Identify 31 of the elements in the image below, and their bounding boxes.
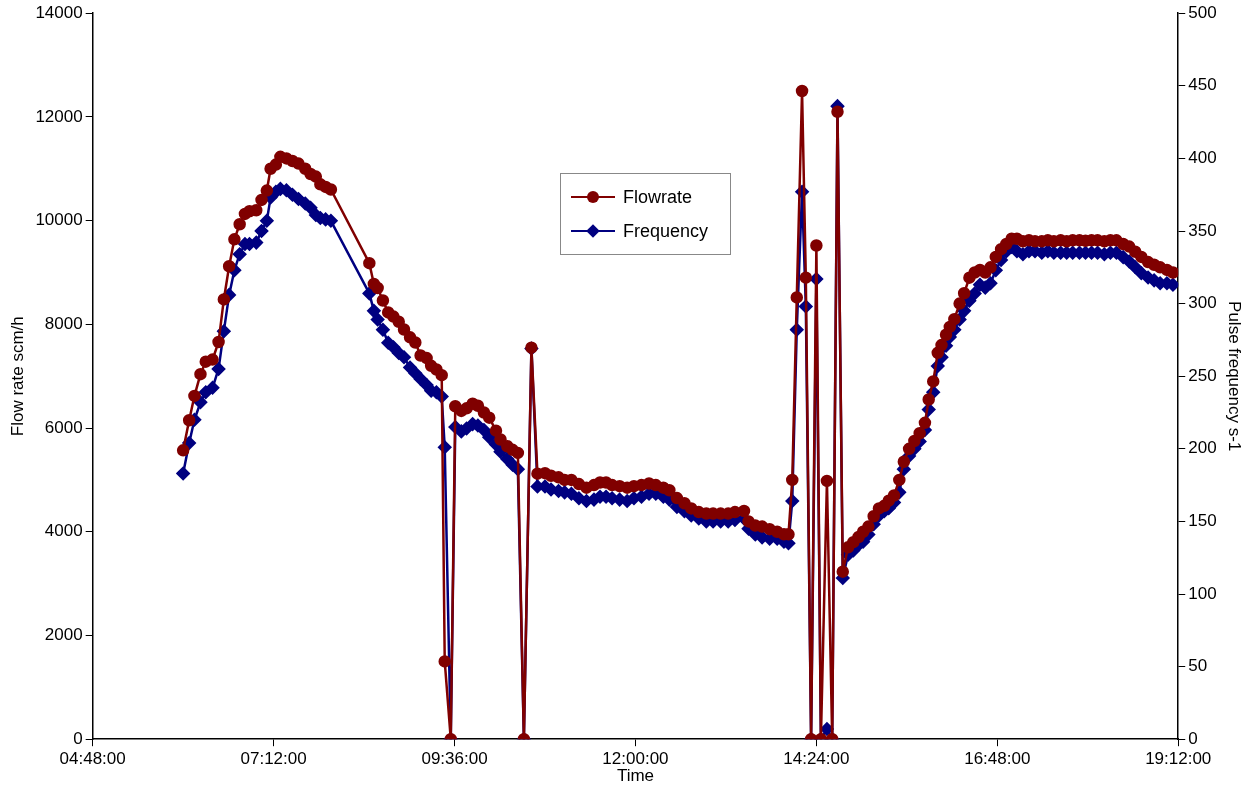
x-tick-label: 12:00:00 (602, 749, 669, 769)
y-tick-label: 0 (73, 728, 83, 748)
y2-tick-label: 300 (1188, 293, 1217, 313)
y2-tick-label: 200 (1188, 438, 1217, 458)
y2-tick-label: 0 (1188, 728, 1198, 748)
y-tick-label: 4000 (44, 521, 83, 541)
x-tick-label: 07:12:00 (240, 749, 307, 769)
x-tick-label: 09:36:00 (421, 749, 488, 769)
y2-tick-label: 100 (1188, 583, 1217, 603)
y-tick-label: 2000 (44, 625, 83, 645)
y2-tick-label: 450 (1188, 75, 1217, 95)
x-tick-label: 04:48:00 (59, 749, 126, 769)
y2-tick-label: 400 (1188, 148, 1217, 168)
y-tick-label: 6000 (44, 417, 83, 437)
y2-tick-label: 50 (1188, 656, 1208, 676)
y-tick-label: 8000 (44, 314, 83, 334)
y2-tick-label: 500 (1188, 2, 1217, 22)
x-tick-label: 19:12:00 (1145, 749, 1212, 769)
x-axis-title: Time (616, 766, 655, 786)
y2-axis-title: Pulse frequency s-1 (1225, 301, 1245, 452)
legend-label: Frequency (622, 220, 708, 242)
y-tick-label: 14000 (35, 2, 83, 22)
y-axis-title: Flow rate scm/h (7, 316, 27, 437)
x-tick-label: 16:48:00 (964, 749, 1031, 769)
x-tick-label: 14:24:00 (783, 749, 850, 769)
y-tick-label: 10000 (35, 210, 83, 230)
legend-label: Flowrate (622, 186, 692, 208)
y2-tick-label: 250 (1188, 365, 1217, 385)
y-tick-label: 12000 (35, 106, 83, 126)
y2-tick-label: 150 (1188, 511, 1217, 531)
y2-tick-label: 350 (1188, 220, 1217, 240)
